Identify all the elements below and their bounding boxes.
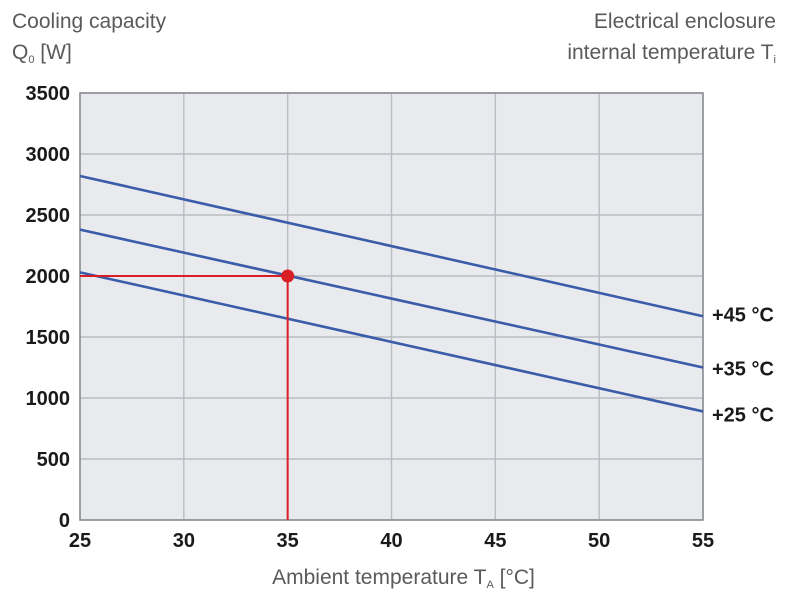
y-tick-label-7: 3500 [26, 83, 71, 105]
y-tick-label-2: 1000 [26, 388, 71, 410]
x-tick-label-0: 25 [69, 530, 91, 552]
x-tick-label-5: 50 [588, 530, 610, 552]
y-axis-label-line2: Q0 [W] [12, 37, 166, 76]
legend-title-line1: Electrical enclosure [593, 10, 776, 33]
y-tick-label-6: 3000 [26, 144, 71, 166]
x-tick-label-3: 40 [380, 530, 402, 552]
series-label-2: +25 °C [712, 404, 774, 426]
x-axis-label: Ambient temperature TA [°C] [0, 566, 807, 591]
x-axis-subscript: A [486, 579, 494, 591]
series-line-1 [79, 228, 704, 369]
plot-frame [79, 92, 704, 521]
legend-title: Electrical enclosure internal temperatur… [567, 6, 776, 76]
y-axis-subscript: 0 [28, 54, 35, 66]
x-axis-unit: [°C] [493, 566, 535, 589]
y-tick-label-5: 2500 [26, 205, 71, 227]
x-tick-label-2: 35 [277, 530, 299, 552]
y-axis-label-line1: Cooling capacity [12, 10, 167, 33]
series-line-2 [79, 271, 704, 413]
legend-title-text: internal temperature T [567, 41, 774, 64]
y-tick-label-3: 1500 [26, 327, 71, 349]
x-tick-label-4: 45 [484, 530, 506, 552]
x-axis-label-text: Ambient temperature T [272, 566, 487, 589]
x-tick-label-1: 30 [173, 530, 195, 552]
x-tick-label-6: 55 [692, 530, 714, 552]
y-axis-unit: [W] [34, 41, 72, 64]
series-label-0: +45 °C [712, 304, 774, 326]
y-tick-label-1: 500 [37, 449, 70, 471]
y-axis-label: Cooling capacity Q0 [W] [12, 6, 166, 76]
series-label-1: +35 °C [712, 359, 774, 381]
y-tick-label-4: 2000 [26, 266, 71, 288]
y-tick-label-0: 0 [59, 510, 70, 532]
y-axis-symbol: Q [12, 41, 29, 64]
marker-point [281, 269, 295, 283]
series-line-0 [79, 174, 704, 318]
legend-title-line2: internal temperature Ti [567, 37, 776, 76]
legend-title-subscript: i [773, 54, 776, 66]
